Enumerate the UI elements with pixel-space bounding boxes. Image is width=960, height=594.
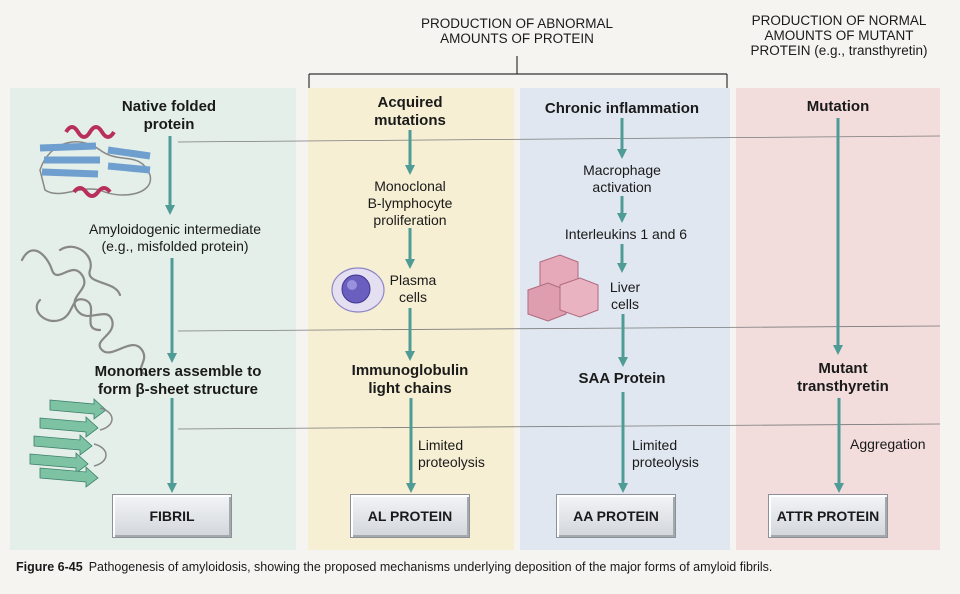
attr-protein-box: ATTR PROTEIN xyxy=(768,494,888,538)
header-abnormal-line2: AMOUNTS OF PROTEIN xyxy=(440,31,594,46)
monoclonal-proliferation-label: Monoclonal B-lymphocyte proliferation xyxy=(350,178,470,229)
assemble-line1: Monomers assemble to xyxy=(94,363,262,380)
liver-cells-line2: cells xyxy=(610,296,639,312)
al-protein-box: AL PROTEIN xyxy=(350,494,470,538)
plasma-cells-label: Plasma cells xyxy=(378,272,448,306)
mutant-transthyretin-label: Mutant transthyretin xyxy=(788,360,898,396)
guide-line-bottom xyxy=(177,423,941,430)
native-folded-protein-label: Native folded protein xyxy=(104,98,234,134)
header-normal-line3: PROTEIN (e.g., transthyretin) xyxy=(750,43,928,58)
liver-cells-label: Liver cells xyxy=(600,279,650,313)
figure-caption: Figure 6-45 Pathogenesis of amyloidosis, … xyxy=(16,560,772,574)
proliferation-line1: Monoclonal xyxy=(374,178,446,194)
chronic-inflammation-label: Chronic inflammation xyxy=(544,100,700,117)
assemble-line2: form β-sheet structure xyxy=(97,381,259,398)
aa-protein-box: AA PROTEIN xyxy=(556,494,676,538)
macrophage-activation-label: Macrophage activation xyxy=(562,162,682,196)
aa-limited-proteolysis-label: Limited proteolysis xyxy=(632,437,722,471)
al-proteolysis-line1: Limited xyxy=(418,437,464,453)
al-limited-proteolysis-label: Limited proteolysis xyxy=(418,437,508,471)
immunoglobulin-light-chains-label: Immunoglobulin light chains xyxy=(340,362,480,398)
guide-line-top xyxy=(177,135,941,143)
header-normal-production: PRODUCTION OF NORMAL AMOUNTS OF MUTANT P… xyxy=(732,13,946,58)
header-abnormal-line1: PRODUCTION OF ABNORMAL xyxy=(420,16,614,31)
intermediate-line2: (e.g., misfolded protein) xyxy=(101,238,249,254)
figure-caption-label: Figure 6-45 xyxy=(16,560,83,574)
native-folded-line1: Native folded xyxy=(121,98,217,115)
mutation-label: Mutation xyxy=(806,98,870,115)
light-chains-line2: light chains xyxy=(368,380,452,397)
aa-proteolysis-line1: Limited xyxy=(632,437,678,453)
abnormal-bracket xyxy=(308,56,728,88)
proliferation-line2: B-lymphocyte xyxy=(367,195,453,211)
guide-line-middle xyxy=(177,325,941,332)
intermediate-line1: Amyloidogenic intermediate xyxy=(89,221,261,237)
plasma-cells-line2: cells xyxy=(398,289,427,305)
transthyretin-line1: Mutant xyxy=(818,360,868,377)
aggregation-label: Aggregation xyxy=(850,436,926,452)
aa-proteolysis-line2: proteolysis xyxy=(632,454,699,470)
liver-cells-illustration xyxy=(527,254,599,322)
header-normal-line2: AMOUNTS OF MUTANT xyxy=(764,28,914,43)
amyloidogenic-intermediate-label: Amyloidogenic intermediate (e.g., misfol… xyxy=(70,221,280,255)
proliferation-line3: proliferation xyxy=(373,212,447,228)
panel-aa-pathway xyxy=(520,88,730,550)
header-abnormal-production: PRODUCTION OF ABNORMAL AMOUNTS OF PROTEI… xyxy=(392,16,642,46)
plasma-cell-illustration xyxy=(331,267,385,313)
macrophage-line2: activation xyxy=(592,179,652,195)
transthyretin-line2: transthyretin xyxy=(797,378,889,395)
light-chains-line1: Immunoglobulin xyxy=(351,362,469,379)
fibril-box: FIBRIL xyxy=(112,494,232,538)
plasma-cells-line1: Plasma xyxy=(389,272,437,288)
liver-cells-line1: Liver xyxy=(609,279,641,295)
header-normal-line1: PRODUCTION OF NORMAL xyxy=(751,13,927,28)
misfolded-protein-illustration xyxy=(20,245,149,377)
acquired-mutations-line2: mutations xyxy=(374,112,446,129)
saa-protein-label: SAA Protein xyxy=(578,370,666,387)
acquired-mutations-line1: Acquired xyxy=(377,94,443,111)
native-folded-line2: protein xyxy=(143,116,195,133)
acquired-mutations-label: Acquired mutations xyxy=(350,94,470,130)
interleukins-label: Interleukins 1 and 6 xyxy=(564,226,688,242)
macrophage-line1: Macrophage xyxy=(583,162,661,178)
beta-sheet-illustration xyxy=(29,398,113,488)
monomers-assemble-label: Monomers assemble to form β-sheet struct… xyxy=(78,363,278,399)
al-proteolysis-line2: proteolysis xyxy=(418,454,485,470)
figure-caption-text: Pathogenesis of amyloidosis, showing the… xyxy=(88,560,773,574)
native-protein-illustration xyxy=(39,125,152,198)
